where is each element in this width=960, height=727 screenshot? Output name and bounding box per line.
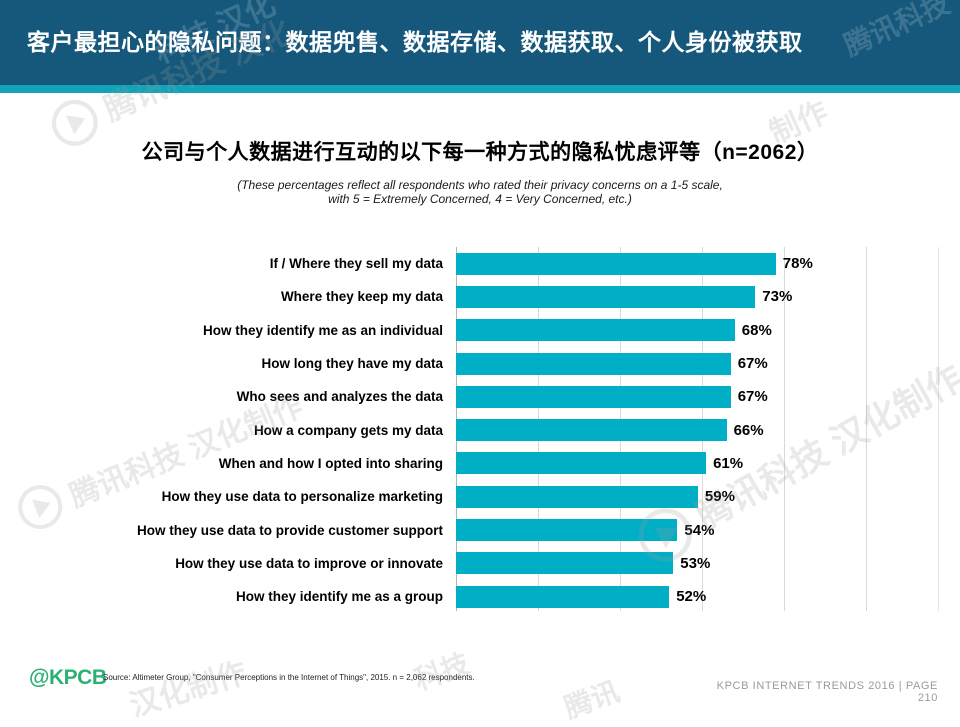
subtitle-line-1: (These percentages reflect all responden… [237,178,723,192]
bar-track: 73% [456,285,960,308]
watermark-text: 汉化制作 [126,656,251,724]
subtitle-line-2: with 5 = Extremely Concerned, 4 = Very C… [328,192,632,206]
category-label: How they use data to personalize marketi… [161,489,443,505]
footer-page-number: 210 [917,692,938,704]
category-label: If / Where they sell my data [269,256,443,272]
bar-track: 52% [456,585,960,608]
value-label: 68% [741,321,772,339]
bar-track: 59% [456,485,960,508]
value-label: 67% [737,355,768,373]
value-label: 52% [676,588,707,606]
category-label: When and how I opted into sharing [218,455,443,471]
bar [456,519,678,542]
header-accent-stripe [0,85,960,93]
chart-subtitle: (These percentages reflect all responden… [0,178,960,206]
footer-trends-label: KPCB INTERNET TRENDS 2016 | PAGE [716,680,938,692]
bar-row: How they use data to provide customer su… [0,513,960,546]
plot-right-border [938,247,939,611]
bar [456,252,776,275]
page-title: 公司与个人数据进行互动的以下每一种方式的隐私忧虑评等（n=2062） [141,141,819,164]
bar-row: How they use data to improve or innovate… [0,547,960,580]
category-label: How they use data to improve or innovate [175,555,443,571]
watermark: 汉化制作 [124,648,252,725]
value-label: 66% [733,421,764,439]
value-label: 67% [737,388,768,406]
footer-page-info: KPCB INTERNET TRENDS 2016 | PAGE 210 [678,680,938,704]
bar-row: When and how I opted into sharing 61% [0,447,960,480]
bar-row: How long they have my data 67% [0,347,960,380]
bar-track: 67% [456,352,960,375]
category-label: How they identify me as an individual [202,322,443,338]
bar [456,419,727,442]
bar-row: How they identify me as an individual 68… [0,314,960,347]
bar [456,552,674,575]
bar-track: 61% [456,452,960,475]
bar-rows: If / Where they sell my data 78% Where t… [0,247,960,613]
bar-row: Who sees and analyzes the data 67% [0,380,960,413]
header-bar: 客户最担心的隐私问题：数据兜售、数据存储、数据获取、个人身份被获取 [0,0,960,85]
bar-track: 67% [456,385,960,408]
bar [456,285,756,308]
value-label: 61% [713,454,744,472]
value-label: 59% [704,488,735,506]
category-label: Who sees and analyzes the data [236,389,443,405]
bar [456,352,731,375]
category-label: How they identify me as a group [235,589,443,605]
bar-track: 53% [456,552,960,575]
gridline [784,247,785,611]
bar-track: 68% [456,319,960,342]
bar [456,319,735,342]
gridline [866,247,867,611]
bar-row: How they identify me as a group 52% [0,580,960,613]
value-label: 73% [762,288,793,306]
value-label: 54% [684,521,715,539]
source-text: Source: Altimeter Group, "Consumer Perce… [103,673,475,682]
bar-row: If / Where they sell my data 78% [0,247,960,280]
bar-row: Where they keep my data 73% [0,280,960,313]
category-label: How they use data to provide customer su… [136,522,443,538]
value-label: 53% [680,554,711,572]
bar [456,452,707,475]
bar [456,485,698,508]
watermark-text: 科技 [410,647,474,696]
bar [456,385,731,408]
kpcb-logo: @KPCB [29,666,107,689]
category-label: How a company gets my data [253,422,443,438]
bar-track: 54% [456,519,960,542]
watermark: 科技 [408,642,474,699]
category-label: How long they have my data [261,356,443,372]
bar [456,585,670,608]
bar-track: 66% [456,419,960,442]
bar-row: How a company gets my data 66% [0,413,960,446]
bar-row: How they use data to personalize marketi… [0,480,960,513]
category-label: Where they keep my data [280,289,443,305]
value-label: 78% [782,255,813,273]
slide-header-title: 客户最担心的隐私问题：数据兜售、数据存储、数据获取、个人身份被获取 [27,29,803,55]
bar-track: 78% [456,252,960,275]
